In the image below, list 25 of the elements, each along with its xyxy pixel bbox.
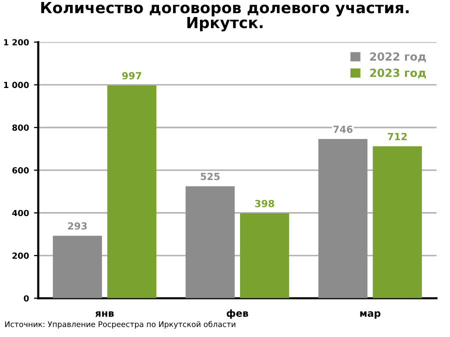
data-label: 712 xyxy=(388,132,407,140)
y-tick-label: 0 xyxy=(24,295,29,302)
bar xyxy=(52,236,102,298)
y-tick-label: 800 xyxy=(12,124,29,131)
x-tick-label: фев xyxy=(226,309,248,319)
bar xyxy=(107,85,156,298)
y-tick-label: 200 xyxy=(12,252,29,259)
data-label: 997 xyxy=(122,72,142,80)
data-label: 746 xyxy=(333,126,353,133)
bar xyxy=(372,146,422,298)
bar xyxy=(240,213,290,298)
bar xyxy=(318,139,368,298)
y-tick-label: 400 xyxy=(12,210,29,216)
bar xyxy=(186,186,235,298)
x-tick-label: янв xyxy=(95,311,114,317)
legend-label: 2022 год xyxy=(370,52,426,62)
y-tick-label: 1 200 xyxy=(4,39,29,46)
data-label: 398 xyxy=(255,200,274,208)
data-label: 293 xyxy=(68,222,87,230)
x-tick-label: мар xyxy=(360,311,380,319)
legend-label: 2023 год xyxy=(370,68,426,78)
data-label: 525 xyxy=(200,172,220,180)
y-tick-label: 1 000 xyxy=(4,82,29,88)
y-tick-label: 600 xyxy=(12,167,29,174)
chart-title: Количество договоров долевого участия. Иркутск. xyxy=(41,2,409,32)
